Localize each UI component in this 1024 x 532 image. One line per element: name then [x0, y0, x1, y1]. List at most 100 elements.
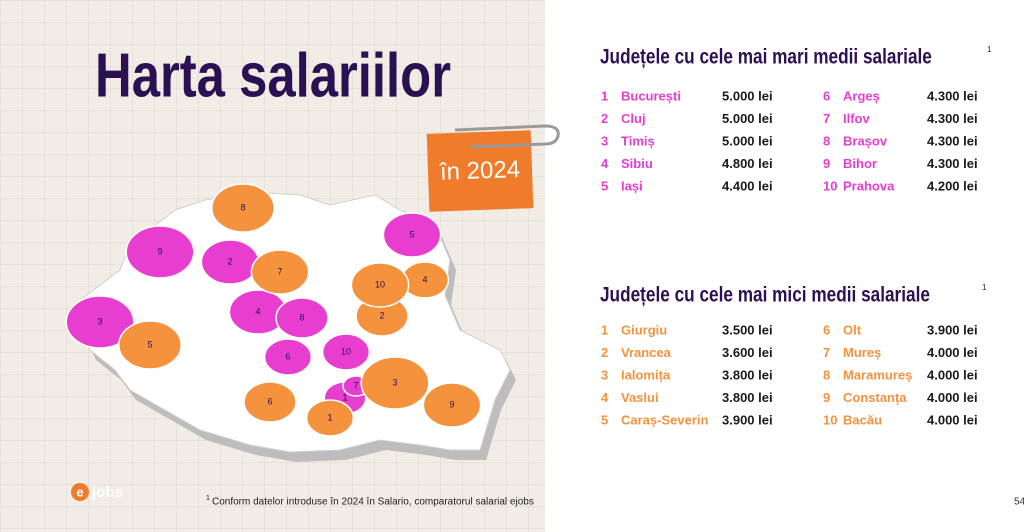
county-area [422, 382, 482, 428]
county-label: 2 [379, 310, 384, 320]
county-label: 8 [299, 312, 304, 322]
salary: 5.000 lei [722, 133, 773, 148]
county-label: 1 [342, 392, 347, 402]
county: Brașov [843, 133, 888, 148]
title: Harta salariilor [95, 42, 451, 111]
county-label: 4 [422, 274, 427, 284]
county-area [360, 356, 430, 410]
rank: 4 [601, 156, 609, 171]
salary: 4.000 lei [927, 345, 978, 360]
salary: 4.300 lei [927, 156, 978, 171]
county: Prahova [843, 178, 895, 193]
county-area [263, 338, 313, 376]
county-area [243, 381, 297, 423]
logo-circle [71, 483, 89, 501]
salary: 5.000 lei [722, 111, 773, 126]
rank: 7 [823, 111, 830, 126]
salary: 4.400 lei [722, 178, 773, 193]
rank: 9 [823, 156, 830, 171]
county: Mureș [843, 345, 881, 360]
rank: 1 [601, 322, 608, 337]
rank: 9 [823, 390, 830, 405]
rank: 2 [601, 345, 608, 360]
salary: 4.000 lei [927, 390, 978, 405]
county-label: 5 [147, 339, 152, 349]
salary: 3.800 lei [722, 367, 773, 382]
county-label: 2 [227, 256, 232, 266]
top-heading: Județele cu cele mai mari medii salarial… [600, 46, 932, 69]
county: Timiș [621, 133, 655, 148]
salary: 4.000 lei [927, 412, 978, 427]
county: Vaslui [621, 390, 659, 405]
county: Ilfov [843, 111, 870, 126]
county-label: 6 [267, 396, 272, 406]
county: Iași [621, 178, 643, 193]
county-label: 9 [157, 246, 162, 256]
county-label: 4 [255, 306, 260, 316]
county: Maramureș [843, 367, 912, 382]
tables: 1 București 5.000 lei 2 Cluj 5.000 lei 3 Timiș 5… [601, 88, 978, 427]
county: Giurgiu [621, 322, 667, 337]
county: Constanța [843, 390, 907, 405]
county-label: 10 [375, 279, 385, 289]
salary: 4.000 lei [927, 367, 978, 382]
county-area [250, 249, 310, 295]
badge-box [426, 130, 534, 212]
salary: 4.300 lei [927, 133, 978, 148]
logo-text: jobs [91, 484, 123, 501]
salary: 4.300 lei [927, 88, 978, 103]
salary: 3.900 lei [722, 412, 773, 427]
badge-text: în 2024 [439, 156, 521, 186]
rank: 1 [601, 88, 608, 103]
rank: 6 [823, 322, 830, 337]
county-label: 3 [392, 377, 397, 387]
county-label: 1 [327, 412, 332, 422]
county: Ialomița [621, 367, 671, 382]
rank: 3 [601, 367, 608, 382]
county-label: 3 [97, 316, 102, 326]
county-label: 7 [277, 266, 282, 276]
county-area [350, 262, 410, 308]
badge: în 2024 [426, 130, 534, 212]
rank: 7 [823, 345, 830, 360]
county: Cluj [621, 111, 646, 126]
footnote-mark: 1 [206, 495, 210, 502]
county-label: 10 [341, 346, 351, 356]
rank: 8 [823, 133, 830, 148]
rank: 2 [601, 111, 608, 126]
county-area [305, 399, 355, 437]
county: Vrancea [621, 345, 672, 360]
map-counties: 1 2 3 4 5 6 7 8 9 10 1 2 3 4 5 6 7 8 9 10 [65, 183, 482, 437]
county-label: 7 [353, 380, 358, 390]
salary: 3.500 lei [722, 322, 773, 337]
county-area [275, 297, 329, 339]
salary: 4.800 lei [722, 156, 773, 171]
footnote: Conform datelor introduse în 2024 în Sal… [212, 497, 534, 508]
rank: 5 [601, 178, 608, 193]
rank: 3 [601, 133, 608, 148]
salary: 5.000 lei [722, 88, 773, 103]
page-number: 54 [1014, 497, 1024, 508]
county: Argeș [843, 88, 880, 103]
paperclip [454, 124, 560, 149]
salary: 3.600 lei [722, 345, 773, 360]
bottom-note-mark: 1 [982, 283, 987, 292]
rank: 5 [601, 412, 608, 427]
bottom-heading: Județele cu cele mai mici medii salarial… [600, 284, 930, 307]
rank: 8 [823, 367, 830, 382]
county-label: 9 [449, 399, 454, 409]
county-label: 6 [285, 351, 290, 361]
rank: 10 [823, 178, 837, 193]
salary: 3.900 lei [927, 322, 978, 337]
rank: 4 [601, 390, 609, 405]
county-label: 5 [409, 229, 414, 239]
county-area [321, 333, 371, 371]
rank: 6 [823, 88, 830, 103]
county-area [118, 320, 182, 370]
county: Bacău [843, 412, 882, 427]
county: Sibiu [621, 156, 653, 171]
logo-mark: e [76, 484, 83, 499]
county-area [211, 183, 275, 233]
